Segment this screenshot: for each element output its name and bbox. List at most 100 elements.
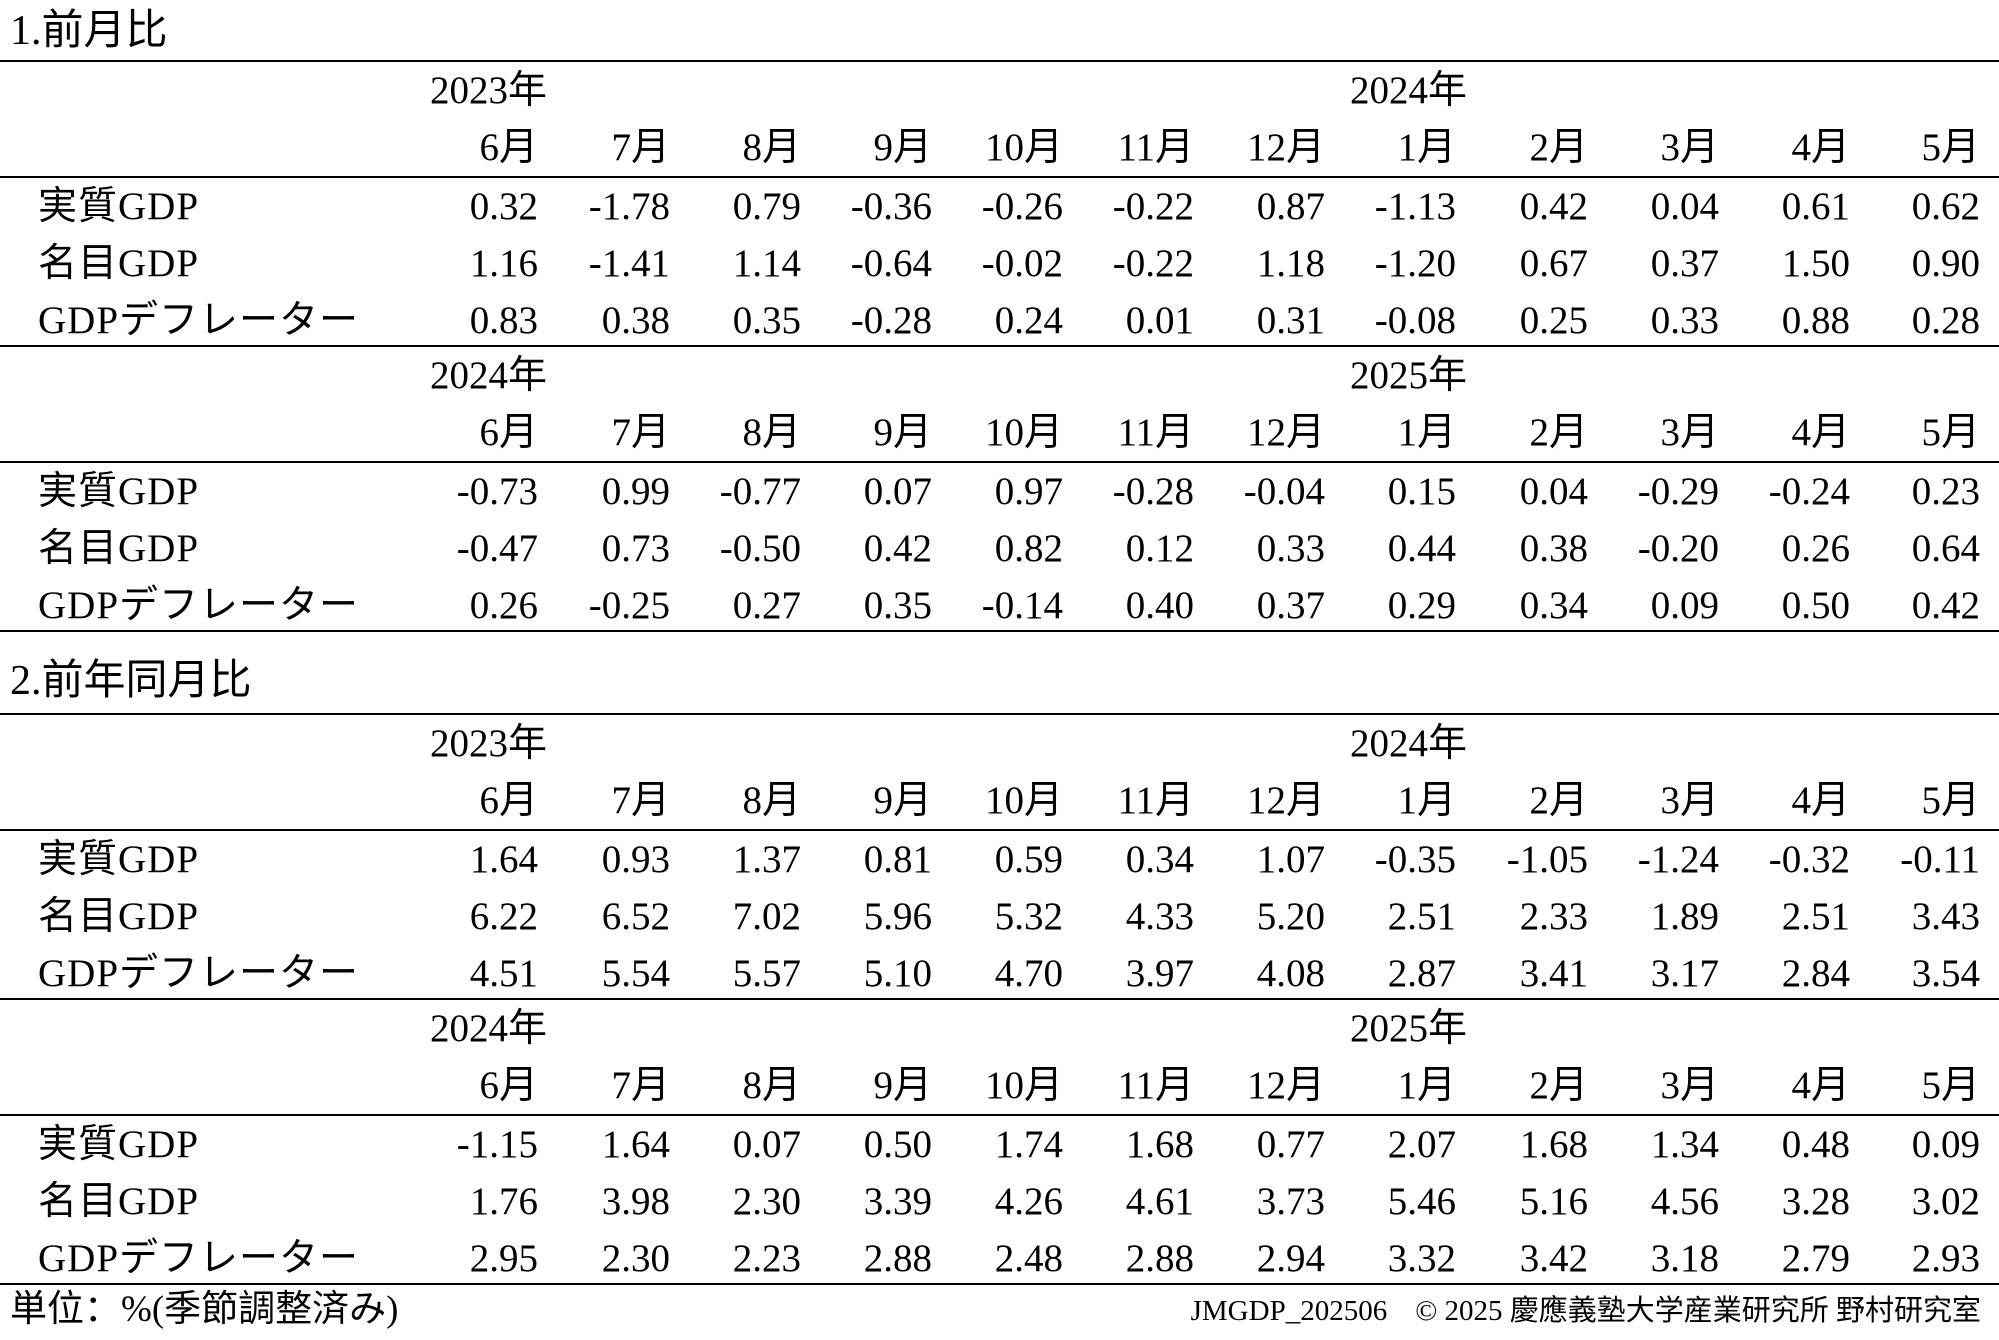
section-bottom-rule bbox=[0, 1283, 1999, 1285]
section-title-mom: 1.前月比 bbox=[10, 8, 168, 54]
value-cell: 2.84 bbox=[1781, 952, 1850, 995]
month-header: 5月 bbox=[1921, 779, 1980, 822]
year-start-label: 2023年 bbox=[430, 722, 548, 765]
table-row: GDPデフレーター 4.51 5.54 5.57 5.10 4.70 3.97 4.08 2.8… bbox=[0, 945, 1999, 1002]
value-cell: 3.54 bbox=[1911, 952, 1980, 995]
row-label: 実質GDP bbox=[38, 1123, 200, 1166]
value-cell: 2.87 bbox=[1387, 952, 1456, 995]
month-header: 4月 bbox=[1791, 126, 1850, 169]
value-cell: 6.52 bbox=[601, 895, 670, 938]
unit-note: 単位：%(季節調整済み) bbox=[10, 1289, 399, 1330]
month-header: 4月 bbox=[1791, 411, 1850, 454]
value-cell: 7.02 bbox=[732, 895, 801, 938]
value-cell: 5.10 bbox=[863, 952, 932, 995]
month-header: 6月 bbox=[479, 1064, 538, 1107]
value-cell: 0.40 bbox=[1125, 584, 1194, 627]
month-header: 4月 bbox=[1791, 779, 1850, 822]
value-cell: 5.20 bbox=[1256, 895, 1325, 938]
copyright: © 2025 慶應義塾大学産業研究所 野村研究室 bbox=[1415, 1295, 1981, 1327]
value-cell: 4.61 bbox=[1125, 1180, 1194, 1223]
value-cell: 5.16 bbox=[1519, 1180, 1588, 1223]
value-cell: 0.64 bbox=[1911, 527, 1980, 570]
month-header: 8月 bbox=[742, 411, 801, 454]
value-cell: 0.99 bbox=[601, 470, 670, 513]
value-cell: 2.79 bbox=[1781, 1237, 1850, 1280]
value-cell: -0.64 bbox=[850, 242, 932, 285]
value-cell: -0.22 bbox=[1112, 185, 1194, 228]
value-cell: 1.76 bbox=[469, 1180, 538, 1223]
value-cell: 0.97 bbox=[994, 470, 1063, 513]
month-header: 9月 bbox=[873, 126, 932, 169]
footer-credit: JMGDP_202506 © 2025 慶應義塾大学産業研究所 野村研究室 bbox=[1191, 1294, 1981, 1329]
section-top-rule bbox=[0, 60, 1999, 62]
value-cell: 3.39 bbox=[863, 1180, 932, 1223]
value-cell: 0.37 bbox=[1256, 584, 1325, 627]
value-cell: -1.15 bbox=[456, 1123, 538, 1166]
value-cell: 5.54 bbox=[601, 952, 670, 995]
row-label: 名目GDP bbox=[38, 527, 200, 570]
year-end-label: 2025年 bbox=[1350, 1007, 1468, 1050]
value-cell: 0.23 bbox=[1911, 470, 1980, 513]
value-cell: -1.13 bbox=[1374, 185, 1456, 228]
block-divider-rule bbox=[0, 345, 1999, 347]
row-label: GDPデフレーター bbox=[38, 952, 360, 995]
value-cell: -0.50 bbox=[719, 527, 801, 570]
year-end-label: 2024年 bbox=[1350, 69, 1468, 112]
value-cell: 0.42 bbox=[1519, 185, 1588, 228]
value-cell: 0.04 bbox=[1650, 185, 1719, 228]
value-cell: 0.38 bbox=[601, 299, 670, 342]
value-cell: 2.51 bbox=[1387, 895, 1456, 938]
value-cell: 0.34 bbox=[1125, 838, 1194, 881]
value-cell: 4.26 bbox=[994, 1180, 1063, 1223]
value-cell: -0.08 bbox=[1374, 299, 1456, 342]
value-cell: 1.16 bbox=[469, 242, 538, 285]
value-cell: 0.26 bbox=[1781, 527, 1850, 570]
value-cell: 0.24 bbox=[994, 299, 1063, 342]
value-cell: 6.22 bbox=[469, 895, 538, 938]
value-cell: 0.09 bbox=[1911, 1123, 1980, 1166]
year-start-label: 2024年 bbox=[430, 354, 548, 397]
value-cell: 3.41 bbox=[1519, 952, 1588, 995]
value-cell: -0.28 bbox=[1112, 470, 1194, 513]
year-start-label: 2024年 bbox=[430, 1007, 548, 1050]
value-cell: 0.83 bbox=[469, 299, 538, 342]
value-cell: -0.11 bbox=[1900, 838, 1980, 881]
month-header: 4月 bbox=[1791, 1064, 1850, 1107]
month-header: 9月 bbox=[873, 411, 932, 454]
value-cell: 0.48 bbox=[1781, 1123, 1850, 1166]
month-header: 8月 bbox=[742, 126, 801, 169]
value-cell: 0.35 bbox=[732, 299, 801, 342]
value-cell: 0.28 bbox=[1911, 299, 1980, 342]
month-header: 8月 bbox=[742, 1064, 801, 1107]
value-cell: -1.20 bbox=[1374, 242, 1456, 285]
month-header: 2月 bbox=[1529, 411, 1588, 454]
value-cell: 5.57 bbox=[732, 952, 801, 995]
month-header: 7月 bbox=[611, 779, 670, 822]
value-cell: 0.29 bbox=[1387, 584, 1456, 627]
month-header: 3月 bbox=[1660, 1064, 1719, 1107]
year-end-label: 2025年 bbox=[1350, 354, 1468, 397]
month-header: 10月 bbox=[984, 126, 1063, 169]
value-cell: 2.88 bbox=[863, 1237, 932, 1280]
value-cell: 1.68 bbox=[1519, 1123, 1588, 1166]
table-row: GDPデフレーター 0.26 -0.25 0.27 0.35 -0.14 0.40 0.37 0… bbox=[0, 577, 1999, 634]
value-cell: 5.46 bbox=[1387, 1180, 1456, 1223]
month-header: 9月 bbox=[873, 779, 932, 822]
value-cell: 3.42 bbox=[1519, 1237, 1588, 1280]
month-header: 12月 bbox=[1246, 1064, 1325, 1107]
month-header: 3月 bbox=[1660, 126, 1719, 169]
value-cell: 2.23 bbox=[732, 1237, 801, 1280]
month-header: 7月 bbox=[611, 126, 670, 169]
header-rule bbox=[0, 176, 1999, 178]
value-cell: 2.48 bbox=[994, 1237, 1063, 1280]
value-cell: 0.25 bbox=[1519, 299, 1588, 342]
value-cell: 2.07 bbox=[1387, 1123, 1456, 1166]
month-header: 12月 bbox=[1246, 126, 1325, 169]
row-label: 実質GDP bbox=[38, 838, 200, 881]
month-header: 3月 bbox=[1660, 779, 1719, 822]
value-cell: 3.18 bbox=[1650, 1237, 1719, 1280]
section-top-rule bbox=[0, 713, 1999, 715]
month-header: 10月 bbox=[984, 411, 1063, 454]
value-cell: -0.77 bbox=[719, 470, 801, 513]
